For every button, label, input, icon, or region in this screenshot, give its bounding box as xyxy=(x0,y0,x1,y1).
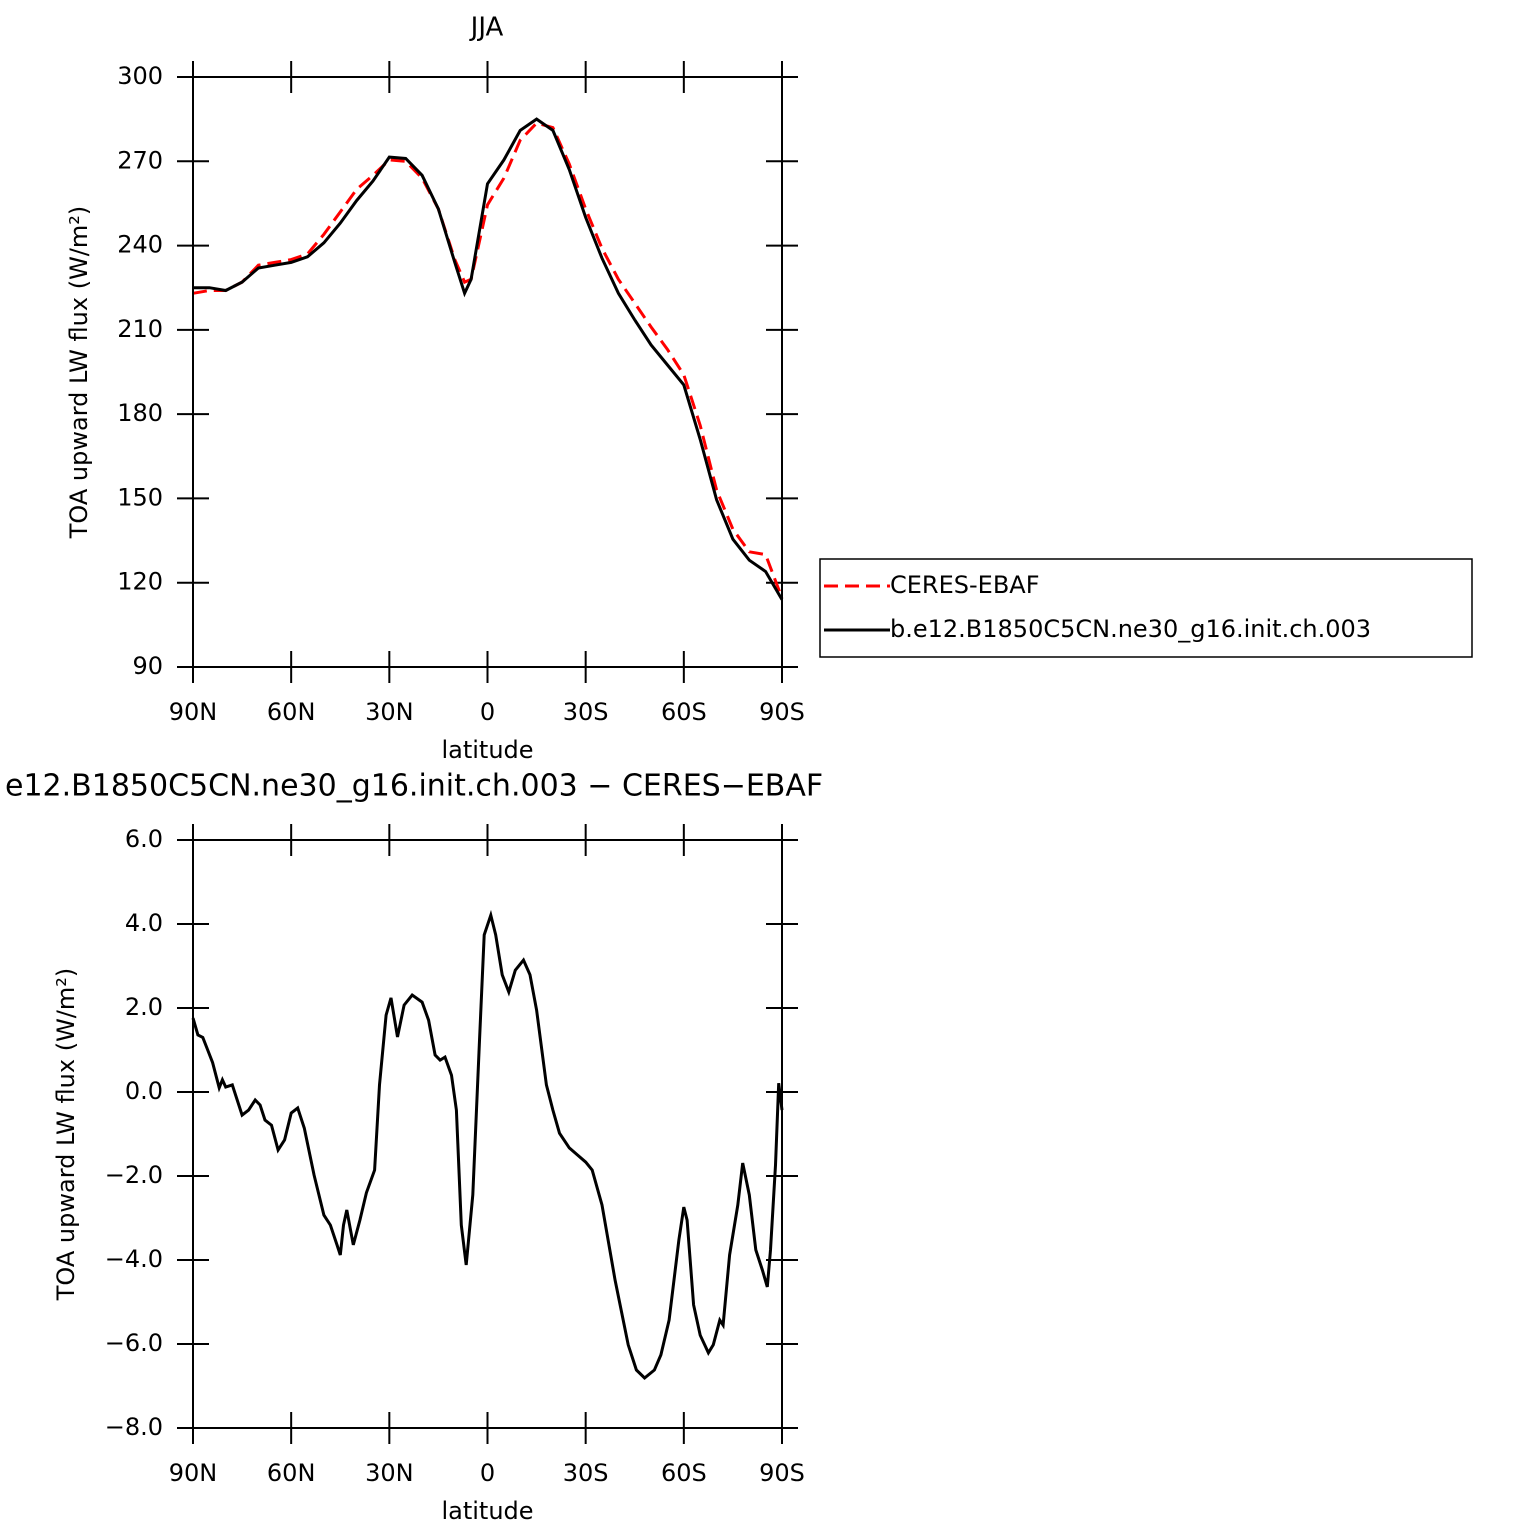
x-tick-label: 90N xyxy=(169,698,218,726)
y-tick-label: 6.0 xyxy=(125,825,163,853)
y-axis-label: TOA upward LW flux (W/m²) xyxy=(65,206,93,540)
y-tick-label: −4.0 xyxy=(105,1245,163,1273)
y-tick-label: −2.0 xyxy=(105,1161,163,1189)
y-axis-label: TOA upward LW flux (W/m²) xyxy=(52,968,80,1302)
x-tick-label: 30N xyxy=(365,1459,414,1487)
x-tick-label: 90S xyxy=(759,698,805,726)
x-tick-label: 90N xyxy=(169,1459,218,1487)
y-tick-label: 120 xyxy=(117,568,163,596)
y-tick-label: 2.0 xyxy=(125,993,163,1021)
y-tick-label: 150 xyxy=(117,483,163,511)
x-axis-label: latitude xyxy=(441,1497,533,1525)
x-tick-label: 30N xyxy=(365,698,414,726)
chart-title: JJA xyxy=(469,13,504,43)
x-tick-label: 60N xyxy=(267,1459,316,1487)
x-tick-label: 30S xyxy=(563,1459,609,1487)
x-axis-label: latitude xyxy=(441,736,533,764)
legend-label: b.e12.B1850C5CN.ne30_g16.init.ch.003 xyxy=(890,615,1371,643)
x-tick-label: 30S xyxy=(563,698,609,726)
data-line xyxy=(193,117,784,601)
x-tick-label: 0 xyxy=(480,698,495,726)
y-tick-label: 4.0 xyxy=(125,909,163,937)
plot-frame xyxy=(192,839,783,1429)
y-tick-label: 210 xyxy=(117,315,163,343)
x-tick-label: 90S xyxy=(759,1459,805,1487)
x-tick-label: 0 xyxy=(480,1459,495,1487)
x-tick-label: 60N xyxy=(267,698,316,726)
y-tick-label: 300 xyxy=(117,62,163,90)
x-tick-label: 60S xyxy=(661,698,707,726)
legend-label: CERES-EBAF xyxy=(890,571,1040,599)
data-line xyxy=(191,909,784,1381)
y-tick-label: 0.0 xyxy=(125,1077,163,1105)
y-tick-label: 90 xyxy=(132,652,163,680)
y-tick-label: 180 xyxy=(117,399,163,427)
plot-frame xyxy=(192,76,783,668)
y-tick-label: −6.0 xyxy=(105,1329,163,1357)
legend-box xyxy=(819,558,1473,658)
x-tick-label: 60S xyxy=(661,1459,707,1487)
y-tick-label: 240 xyxy=(117,231,163,259)
y-tick-label: 270 xyxy=(117,146,163,174)
chart-title: e12.B1850C5CN.ne30_g16.init.ch.003 − CER… xyxy=(5,769,823,804)
y-tick-label: −8.0 xyxy=(105,1413,163,1441)
data-line xyxy=(192,121,784,599)
